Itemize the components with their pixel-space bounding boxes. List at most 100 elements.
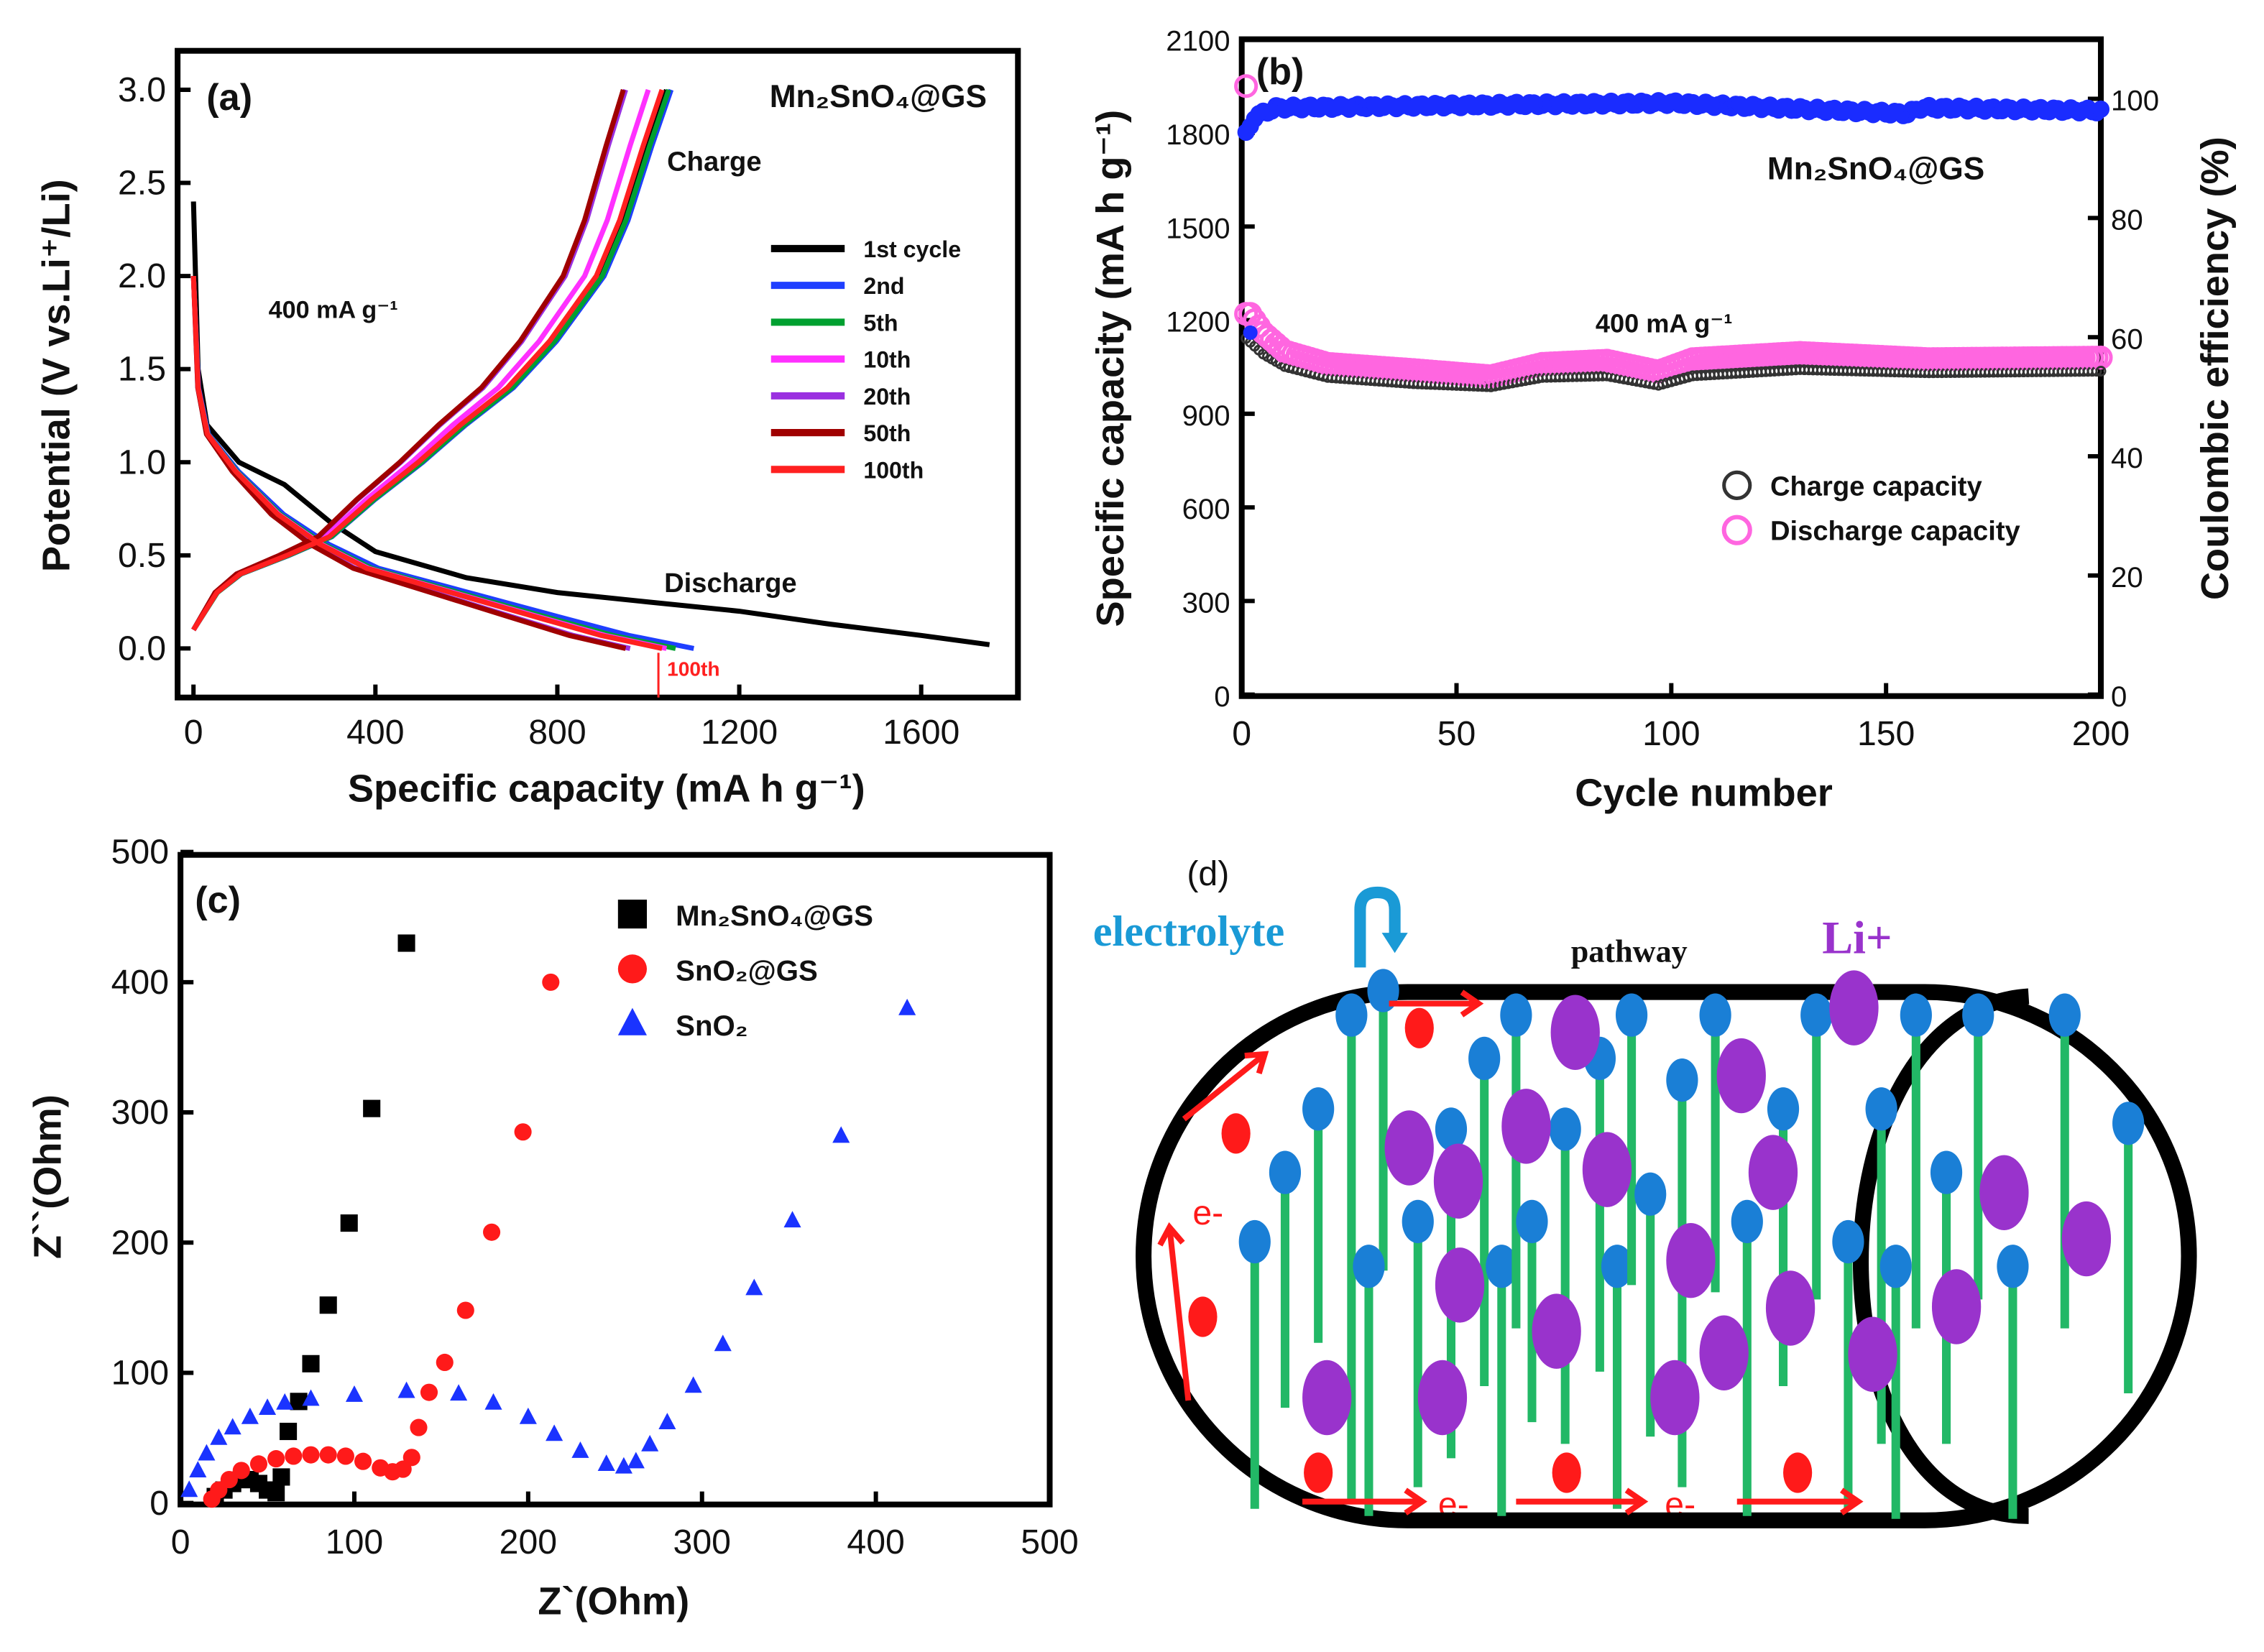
panel-a-xlabel: Specific capacity (mA h g⁻¹) (348, 767, 865, 810)
data-point-triangle (224, 1418, 241, 1435)
y-tick-label: 900 (1182, 400, 1230, 432)
li-ion (2061, 1201, 2112, 1277)
y-tick-label: 1800 (1166, 119, 1230, 151)
x-tick-label: 0 (184, 713, 203, 752)
nanorod-head (1879, 1245, 1912, 1288)
data-point-square (340, 1214, 358, 1232)
nanorod-head (2048, 993, 2081, 1037)
y-tick-label: 0 (149, 1484, 169, 1523)
data-point-circle (220, 1471, 238, 1489)
li-ion (1532, 1293, 1581, 1369)
nanorod-head (1832, 1219, 1864, 1264)
panel-c-ylabel: Z``(Ohm) (26, 1094, 69, 1259)
data-point-triangle (832, 1126, 850, 1143)
legend-label: 5th (863, 310, 898, 336)
x-tick-label: 200 (2072, 714, 2130, 753)
data-point-square (363, 1099, 381, 1117)
electron-dot (1304, 1452, 1333, 1493)
rate-annotation-a: 400 mA g⁻¹ (269, 296, 398, 323)
legend-label: 10th (863, 347, 911, 373)
electron-dot (1783, 1452, 1813, 1493)
legend-label: 50th (863, 420, 911, 446)
charge-curve-6 (191, 88, 665, 632)
nanorod-head (2112, 1102, 2145, 1145)
y-tick-label: 200 (111, 1223, 169, 1262)
data-point-circle (249, 1455, 268, 1473)
y-tick-label: 0 (1214, 680, 1230, 713)
y-tick-label: 0.5 (118, 536, 166, 575)
x-tick-label: 400 (346, 713, 404, 752)
nanorod-head (1500, 993, 1532, 1037)
x-tick-label: 0 (171, 1523, 190, 1561)
data-point-square (267, 1484, 285, 1502)
charge-annotation: Charge (667, 146, 761, 177)
legend-label: SnO₂@GS (676, 954, 818, 987)
panel-d-diagram: (d) electrolyte pathway Li+ e- e- e- (1093, 854, 2197, 1528)
data-point-circle (285, 1447, 303, 1465)
legend-marker (617, 954, 647, 984)
y-right-tick-label: 20 (2111, 561, 2143, 594)
panel-c-chart: (c) Z`(Ohm) Z``(Ohm) 0 100 200 300 400 500 0 10… (26, 833, 1078, 1623)
li-ion (1650, 1360, 1700, 1436)
x-tick-label: 1200 (701, 713, 778, 752)
nanorod-head (1930, 1150, 1963, 1194)
data-point-triangle (615, 1457, 632, 1474)
data-point-triangle (241, 1407, 259, 1424)
data-point-triangle (641, 1434, 659, 1452)
nanorod-head (1516, 1199, 1548, 1244)
y-right-tick-label: 80 (2111, 203, 2143, 236)
y-right-tick-label: 60 (2111, 323, 2143, 355)
y-tick-label: 1.0 (118, 443, 166, 481)
li-ion (1302, 1360, 1352, 1436)
legend-marker-discharge (1721, 514, 1752, 545)
charge-capacity-point (2095, 365, 2107, 377)
100th-annotation: 100th (667, 658, 719, 680)
legend-label: 100th (863, 457, 924, 483)
li-ion-label: Li+ (1822, 912, 1892, 963)
electron-label: e- (1192, 1194, 1223, 1232)
legend-marker-charge (1722, 470, 1752, 500)
li-ion (1501, 1089, 1551, 1164)
data-point-square (397, 934, 415, 952)
arrowhead (1460, 989, 1484, 1017)
y-right-tick-label: 100 (2111, 85, 2159, 117)
li-ion (1748, 1135, 1798, 1210)
li-ion (1666, 1222, 1716, 1298)
panel-c-xlabel: Z`(Ohm) (538, 1579, 689, 1623)
data-point-circle (436, 1353, 454, 1372)
nanorod-head (1666, 1058, 1698, 1102)
data-point-circle (336, 1447, 354, 1465)
y-right-tick-label: 40 (2111, 442, 2143, 474)
data-point-circle (402, 1449, 420, 1467)
li-ion (1979, 1155, 2029, 1230)
data-point-triangle (898, 998, 916, 1015)
rate-annotation-b: 400 mA g⁻¹ (1596, 308, 1733, 338)
data-point-circle (267, 1450, 285, 1468)
li-ion (1582, 1132, 1632, 1207)
data-point-circle (483, 1223, 501, 1241)
nanorod-head (1634, 1172, 1667, 1216)
nanorod-head (1302, 1087, 1335, 1131)
li-ion (1433, 1143, 1483, 1219)
nanorod-head (1800, 993, 1833, 1037)
discharge-capacity-point (1234, 74, 1258, 98)
arrowhead (1404, 1487, 1427, 1515)
nanorod-head (1486, 1245, 1518, 1288)
data-point-triangle (684, 1376, 702, 1393)
discharge-curve-0 (190, 201, 990, 647)
y-tick-label: 1500 (1166, 212, 1230, 244)
electron-dot (1221, 1113, 1251, 1154)
li-ion (1384, 1110, 1434, 1186)
x-tick-label: 200 (500, 1523, 557, 1561)
y-tick-label: 0.0 (118, 629, 166, 668)
legend-label-charge: Charge capacity (1770, 471, 1983, 502)
plot-frame (178, 852, 1053, 1508)
panel-b-chart: (b) Mn₂SnO₄@GS 400 mA g⁻¹ Cycle number S… (1089, 25, 2237, 815)
data-point-square (272, 1468, 290, 1486)
charge-curve-0 (191, 88, 669, 632)
data-point-circle (514, 1123, 532, 1141)
arrowhead (1840, 1487, 1864, 1515)
nanorod-head (1601, 1245, 1634, 1288)
legend-label: 1st cycle (863, 236, 961, 262)
data-point-circle (232, 1462, 250, 1480)
